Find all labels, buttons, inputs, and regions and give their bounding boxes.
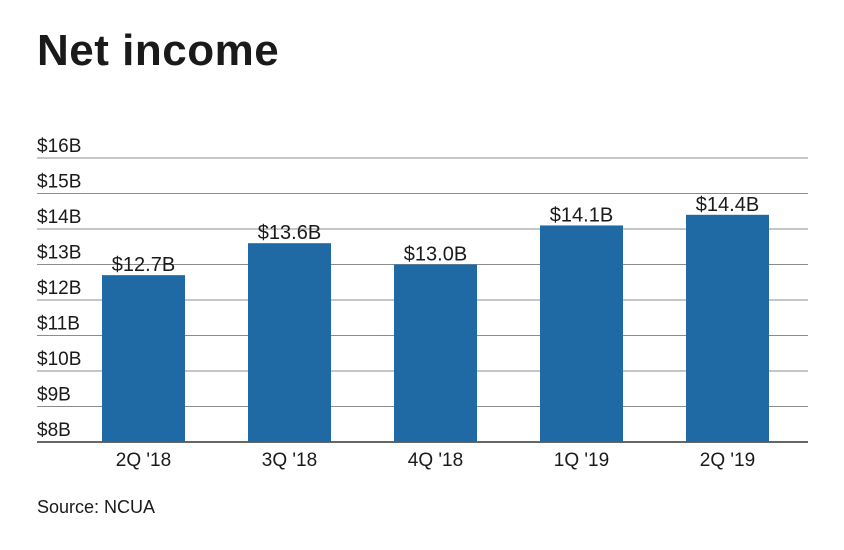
x-tick-label: 2Q '19	[700, 450, 755, 471]
data-label: $14.1B	[550, 204, 613, 226]
y-tick-label: $14B	[37, 207, 81, 228]
bar-chart: $8B $9B $10B $11B $12B $13B $14B $15B $16B $12.7…	[37, 136, 808, 471]
data-label: $12.7B	[112, 254, 175, 276]
y-tick-label: $16B	[37, 136, 81, 157]
y-axis-tick-labels: $8B $9B $10B $11B $12B $13B $14B $15B $16B	[37, 136, 81, 441]
bar	[686, 214, 769, 442]
bar	[102, 275, 185, 442]
y-tick-label: $10B	[37, 349, 81, 370]
bar	[394, 264, 477, 442]
x-tick-label: 4Q '18	[408, 450, 463, 471]
bars	[102, 214, 769, 442]
y-tick-label: $11B	[37, 314, 80, 335]
x-tick-label: 1Q '19	[554, 450, 609, 471]
y-tick-label: $15B	[37, 172, 81, 193]
y-tick-label: $8B	[37, 420, 71, 441]
chart-title: Net income	[37, 26, 280, 75]
bar	[248, 243, 331, 442]
y-tick-label: $12B	[37, 278, 81, 299]
y-tick-label: $9B	[37, 385, 71, 406]
data-label: $13.6B	[258, 222, 321, 244]
x-tick-label: 3Q '18	[262, 450, 317, 471]
x-tick-label: 2Q '18	[116, 450, 171, 471]
data-labels: $12.7B $13.6B $13.0B $14.1B $14.4B	[112, 194, 759, 276]
data-label: $14.4B	[696, 194, 759, 216]
bar	[540, 225, 623, 442]
source-note: Source: NCUA	[37, 497, 156, 517]
y-tick-label: $13B	[37, 243, 81, 264]
x-axis-tick-labels: 2Q '18 3Q '18 4Q '18 1Q '19 2Q '19	[116, 450, 755, 471]
data-label: $13.0B	[404, 244, 467, 266]
